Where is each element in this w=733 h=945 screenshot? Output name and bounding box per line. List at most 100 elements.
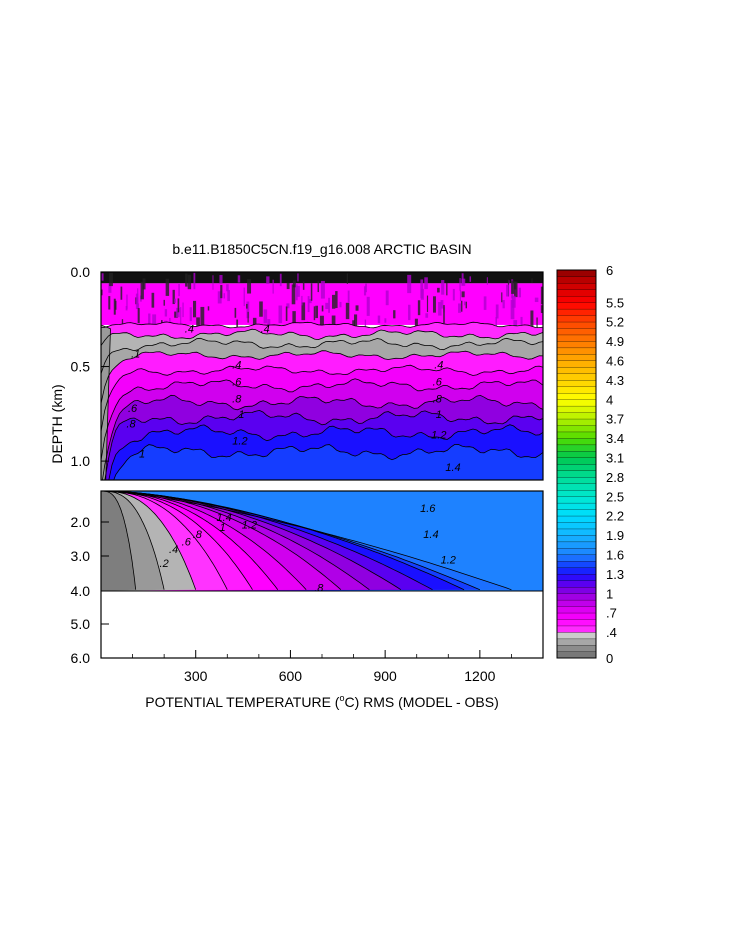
colorbar-segment [556,489,597,497]
contour-label: .2 [160,558,169,570]
lower-contour-line [101,491,342,591]
noise-streak [441,280,445,295]
noise-streak [279,273,282,287]
colorbar-segment [556,612,597,620]
noise-streak [310,283,313,301]
contour-label: 1 [139,449,145,461]
contour-label: 1.2 [441,555,456,567]
colorbar-segment [556,328,597,336]
noise-streak [292,280,296,288]
contour-label: .4 [169,544,178,556]
noise-streak [185,273,188,287]
colorbar-segment [556,399,597,407]
noise-streak [331,294,336,309]
contour-label: 1.2 [431,430,446,442]
colorbar-segment [556,347,597,355]
colorbar-label: 1 [606,586,613,601]
colorbar-segment [556,282,597,290]
noise-streak [114,300,117,310]
noise-streak [420,279,424,299]
contour-label: .6 [232,377,242,389]
colorbar-label: 2.5 [606,489,624,504]
y-tick-label: 6.0 [71,650,91,666]
colorbar-segment [556,509,597,517]
contour-label: .4 [261,324,270,336]
noise-streak [483,296,487,310]
noise-streak [446,282,448,296]
colorbar-segment [556,289,597,297]
noise-streak [137,288,139,308]
colorbar-label: .7 [606,606,617,621]
noise-streak [384,318,387,323]
upper-contour-line [101,378,543,461]
noise-streak [246,303,248,309]
noise-streak [352,320,355,328]
colorbar-segment [556,276,597,284]
colorbar-label: 3.1 [606,451,624,466]
x-axis-label-degree: o [339,693,344,703]
colorbar-segment [556,386,597,394]
colorbar-segment [556,599,597,607]
x-tick-label: 1200 [464,668,495,684]
colorbar-segment [556,308,597,316]
noise-streak [377,315,381,324]
noise-streak [152,314,157,332]
noise-streak [366,296,370,316]
colorbar-segment [556,321,597,329]
noise-streak [165,278,170,296]
noise-streak [347,290,350,303]
colorbar-segment [556,392,597,400]
noise-streak [452,288,455,301]
lower-contour-line [101,491,197,590]
noise-streak [534,297,539,303]
colorbar-segment [556,515,597,523]
x-tick-label: 900 [373,668,397,684]
upper-contour-line [101,337,543,374]
noise-streak [137,308,140,324]
noise-streak [440,300,444,309]
no-data-region [101,591,543,595]
lower-contour-line [101,491,228,590]
noise-streak [424,277,428,290]
upper-panel-frame [100,271,544,481]
noise-streak [308,298,312,304]
colorbar-label: 2.8 [606,470,624,485]
noise-streak [355,305,359,311]
colorbar-segment [556,457,597,465]
noise-streak [108,296,111,310]
colorbar-segment [556,619,597,627]
noise-streak [120,286,123,300]
noise-streak [296,285,300,297]
noise-streak [346,273,349,284]
colorbar-segment [556,573,597,581]
colorbar-label: 4.6 [606,354,624,369]
noise-streak [443,305,445,324]
noise-streak [459,289,461,301]
noise-streak [540,286,543,305]
noise-streak [513,281,517,290]
colorbar [556,269,597,659]
colorbar-segment [556,269,597,277]
noise-streak [163,299,165,306]
colorbar-segment [556,541,597,549]
colorbar-segment [556,340,597,349]
colorbar-label: 1.9 [606,528,624,543]
colorbar-label: 6 [606,263,613,278]
noise-streak [302,281,305,290]
noise-streak [328,297,331,313]
noise-streak [438,302,442,316]
contour-label: 1.2 [232,435,247,447]
y-tick-label: 1.0 [71,453,91,469]
contour-label: .8 [433,394,443,406]
noise-streak [465,301,467,309]
noise-streak [486,277,488,285]
colorbar-segment [556,528,597,536]
lower-contour-line [101,491,165,590]
noise-streak [407,274,412,294]
colorbar-segment [556,483,597,491]
colorbar-segment [556,522,597,530]
noise-streak [189,307,192,322]
y-axis-lower: 2.0 3.0 4.0 5.0 6.0 [71,514,109,666]
noise-streak [193,272,196,290]
colorbar-segment [556,560,597,568]
